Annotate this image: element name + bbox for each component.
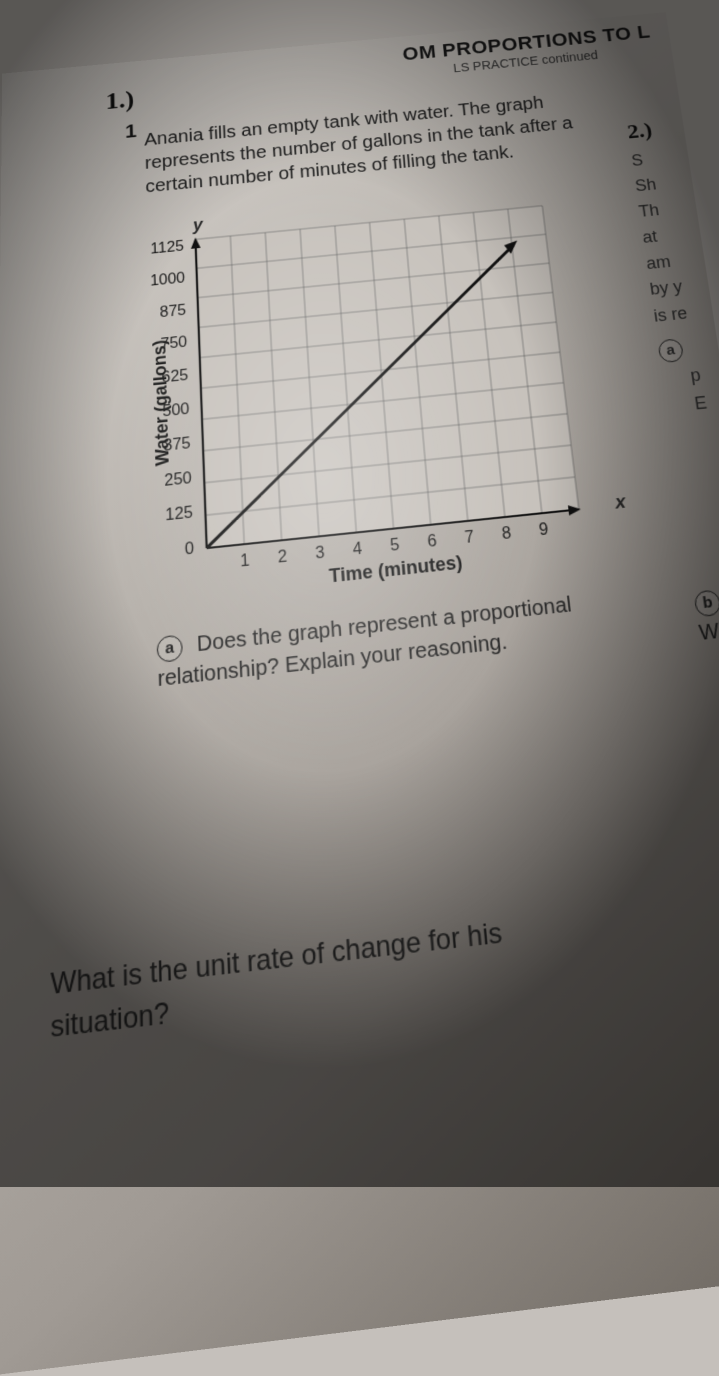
chart-container: y x Water (gallons) Time (minutes) 01252… <box>117 185 625 599</box>
x-tick-label: 3 <box>315 544 325 564</box>
y-tick-label: 1000 <box>126 270 185 292</box>
y-tick-label: 0 <box>131 540 194 565</box>
fragment-text: E <box>665 386 719 421</box>
fragment-text: is re <box>652 297 719 331</box>
problem-number: 1 <box>125 120 137 143</box>
y-tick-label: 125 <box>131 505 194 530</box>
x-tick-label: 4 <box>352 540 363 560</box>
sub-question-a: a Does the graph represent a proportiona… <box>157 587 606 695</box>
x-tick-label: 8 <box>501 525 512 544</box>
fragment-text: Wha <box>698 617 719 645</box>
circle-letter-b-right: b <box>693 589 719 617</box>
y-tick-label: 250 <box>130 470 192 494</box>
right-page-fragments: 2.) S Sh Th at am by y is re a p E <box>625 110 719 420</box>
right-page-fragments-b: b Wha this <box>693 581 719 679</box>
x-tick-label: 2 <box>277 548 287 568</box>
circle-letter-a-right: a <box>657 338 684 363</box>
y-tick-label: 625 <box>128 368 189 391</box>
handwritten-annotation-1: 1.) <box>105 86 134 116</box>
x-tick-label: 6 <box>427 533 438 553</box>
y-tick-label: 500 <box>129 401 190 425</box>
y-tick-label: 1125 <box>125 239 184 261</box>
problem-text: Anania fills an empty tank with water. T… <box>144 87 603 200</box>
x-tick-label: 7 <box>464 529 475 549</box>
y-tick-label: 875 <box>127 302 187 325</box>
x-tick-label: 9 <box>538 521 549 540</box>
y-tick-label: 375 <box>129 435 191 459</box>
x-tick-label: 5 <box>390 537 401 557</box>
circle-letter-a: a <box>157 634 183 663</box>
x-axis-label: Time (minutes) <box>329 552 464 588</box>
bottom-question: What is the unit rate of change for his … <box>50 901 624 1049</box>
chart-svg <box>185 194 610 559</box>
x-tick-label: 1 <box>240 552 250 572</box>
sub-question-a-text: Does the graph represent a proportional … <box>157 593 572 691</box>
y-tick-label: 750 <box>127 335 187 358</box>
x-variable-label: x <box>614 491 627 513</box>
